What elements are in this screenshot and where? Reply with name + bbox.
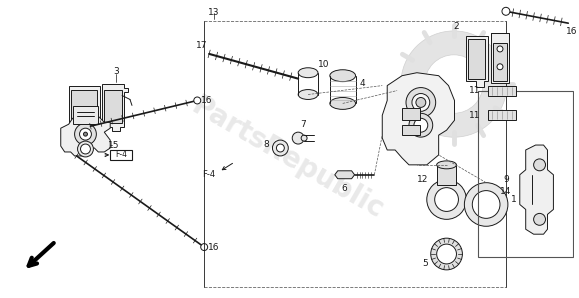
Ellipse shape <box>298 68 318 78</box>
Text: F-4: F-4 <box>115 150 127 159</box>
Bar <box>491 33 509 36</box>
Text: 16: 16 <box>208 243 220 252</box>
Circle shape <box>431 238 463 270</box>
Circle shape <box>273 140 288 156</box>
Ellipse shape <box>330 70 356 82</box>
Circle shape <box>83 132 87 136</box>
Circle shape <box>414 118 428 132</box>
Bar <box>104 90 122 123</box>
Text: 14: 14 <box>500 187 512 196</box>
Polygon shape <box>61 113 110 156</box>
Circle shape <box>79 128 91 140</box>
Circle shape <box>435 188 459 211</box>
Circle shape <box>201 243 208 251</box>
Polygon shape <box>382 73 455 165</box>
Text: 11: 11 <box>468 86 480 95</box>
Text: 5: 5 <box>422 260 428 268</box>
Text: 7: 7 <box>301 120 306 129</box>
Circle shape <box>425 55 483 113</box>
Circle shape <box>534 159 545 171</box>
Circle shape <box>427 180 466 219</box>
Text: 16: 16 <box>201 96 213 105</box>
Circle shape <box>276 144 284 152</box>
Bar <box>491 33 509 83</box>
Circle shape <box>406 88 435 117</box>
Bar <box>71 90 97 121</box>
Text: 4: 4 <box>360 79 365 88</box>
Bar <box>402 108 420 120</box>
Bar <box>478 91 573 257</box>
Bar <box>468 39 485 79</box>
Circle shape <box>502 7 510 15</box>
Circle shape <box>497 46 503 52</box>
Text: 1: 1 <box>511 195 516 204</box>
Bar <box>488 110 516 120</box>
Polygon shape <box>466 36 488 87</box>
Circle shape <box>401 31 507 137</box>
Bar <box>488 86 516 95</box>
Circle shape <box>78 141 93 157</box>
Circle shape <box>194 97 201 104</box>
Text: 12: 12 <box>417 175 428 184</box>
Text: 3: 3 <box>113 67 119 76</box>
Circle shape <box>497 64 503 70</box>
Text: 11: 11 <box>468 111 480 120</box>
Circle shape <box>80 144 90 154</box>
Circle shape <box>464 183 508 226</box>
Text: F-4: F-4 <box>203 170 216 179</box>
Text: 17: 17 <box>196 41 207 50</box>
Text: 8: 8 <box>263 139 269 148</box>
Circle shape <box>472 191 500 218</box>
Bar <box>72 106 98 124</box>
Text: 2: 2 <box>454 22 459 31</box>
Circle shape <box>412 94 430 111</box>
Bar <box>402 125 420 135</box>
Ellipse shape <box>330 97 356 109</box>
Circle shape <box>409 113 433 137</box>
Text: 9: 9 <box>503 175 509 184</box>
Polygon shape <box>335 171 354 179</box>
Circle shape <box>301 135 307 141</box>
Text: PartsRepublic: PartsRepublic <box>186 91 389 224</box>
Bar <box>437 165 456 185</box>
Text: 15: 15 <box>108 141 120 150</box>
Polygon shape <box>520 145 554 234</box>
Ellipse shape <box>437 161 456 169</box>
Ellipse shape <box>298 90 318 100</box>
Circle shape <box>292 132 304 144</box>
Polygon shape <box>69 86 100 129</box>
Text: 13: 13 <box>208 8 220 17</box>
Polygon shape <box>102 84 128 131</box>
Text: 10: 10 <box>318 60 329 69</box>
Text: 16: 16 <box>566 27 577 35</box>
Circle shape <box>437 244 456 264</box>
Bar <box>110 150 132 160</box>
Circle shape <box>75 123 96 145</box>
Circle shape <box>416 97 426 107</box>
Bar <box>493 43 507 81</box>
Circle shape <box>534 213 545 225</box>
Text: 6: 6 <box>342 184 347 193</box>
